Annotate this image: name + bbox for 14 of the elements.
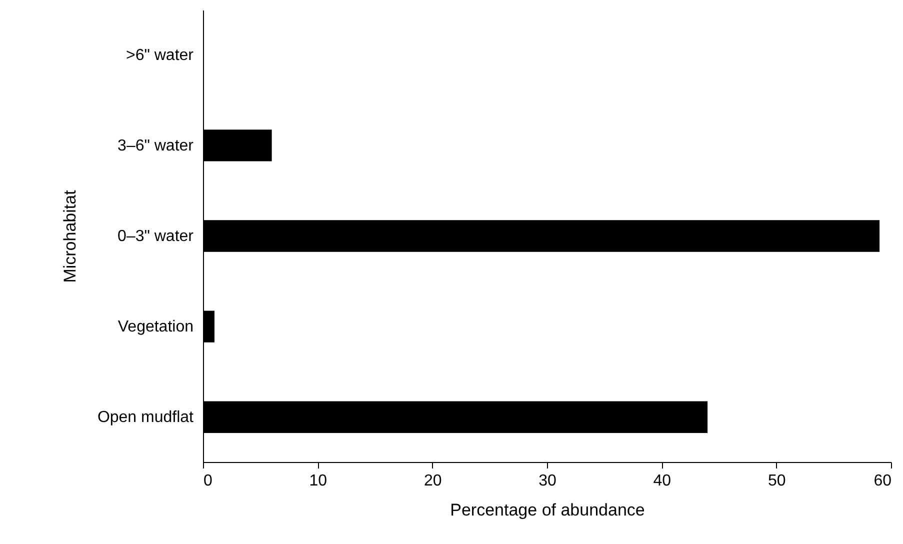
y-tick-label: Open mudflat [97, 409, 194, 426]
x-tick-label: 30 [538, 472, 556, 490]
x-tick-label: 60 [874, 472, 892, 490]
y-tick-label: >6" water [126, 46, 194, 64]
y-tick-label: Vegetation [118, 318, 194, 336]
y-tick-label: 3–6" water [118, 137, 194, 154]
y-axis-title: Microhabitat [60, 190, 80, 283]
x-tick-label: 10 [309, 472, 328, 490]
x-axis-title: Percentage of abundance [450, 500, 645, 520]
x-tick-label: 50 [768, 472, 786, 490]
x-tick-label: 20 [424, 472, 442, 490]
y-tick-label: 0–3" water [118, 228, 194, 245]
x-tick-label: 40 [653, 472, 672, 490]
x-tick-label: 0 [204, 472, 212, 490]
